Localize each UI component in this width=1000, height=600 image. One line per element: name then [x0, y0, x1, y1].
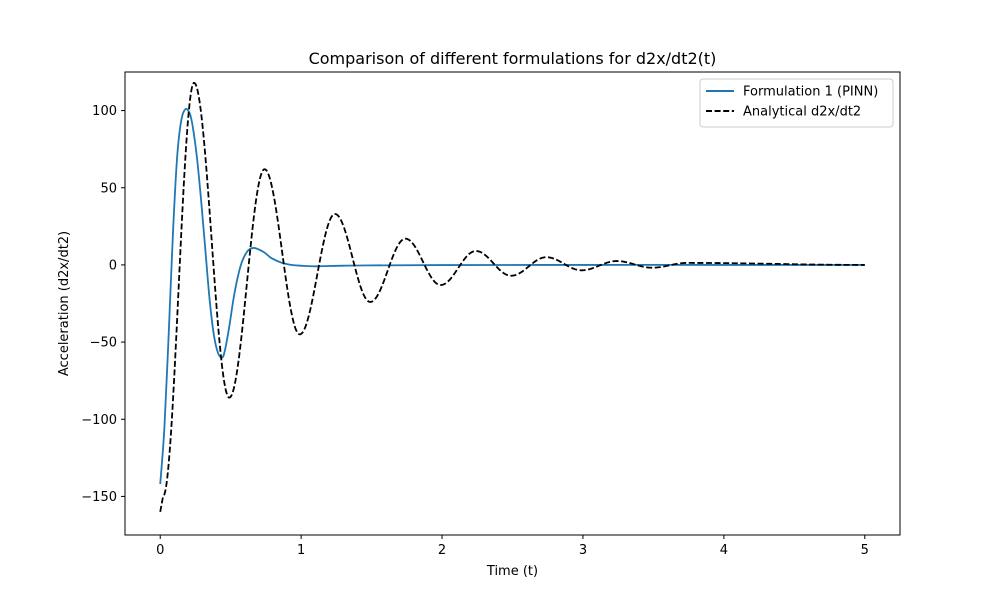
x-tick-label: 0: [156, 543, 164, 558]
y-tick-label: 50: [100, 181, 117, 196]
legend-frame: [699, 78, 894, 128]
x-axis-label: Time (t): [486, 564, 538, 579]
x-tick-label: 3: [579, 543, 587, 558]
series-line-pinn: [159, 107, 865, 485]
x-tick-label: 1: [297, 543, 305, 558]
x-axis: 0 1 2 3 4 5: [156, 535, 869, 558]
y-axis: −150 −100 −50 0 50 100: [81, 104, 125, 505]
legend-label-pinn: Formulation 1 (PINN): [743, 85, 878, 100]
x-tick-label: 5: [861, 543, 869, 558]
x-tick-label: 2: [438, 543, 446, 558]
y-tick-label: −100: [81, 413, 117, 428]
y-tick-label: −50: [90, 336, 117, 351]
legend: Formulation 1 (PINN) Analytical d2x/dt2: [699, 78, 894, 128]
y-axis-label: Acceleration (d2x/dt2): [57, 231, 72, 376]
plot-frame: [124, 71, 901, 536]
plot-area: [124, 71, 901, 536]
series-line-analytical: [159, 81, 866, 513]
x-tick-label: 4: [720, 543, 728, 558]
y-tick-label: 0: [109, 258, 117, 273]
series-layer: [159, 81, 866, 513]
y-tick-label: 100: [92, 104, 117, 119]
chart-title: Comparison of different formulations for…: [309, 49, 717, 68]
y-tick-label: −150: [81, 490, 117, 505]
legend-label-analytical: Analytical d2x/dt2: [743, 105, 861, 120]
